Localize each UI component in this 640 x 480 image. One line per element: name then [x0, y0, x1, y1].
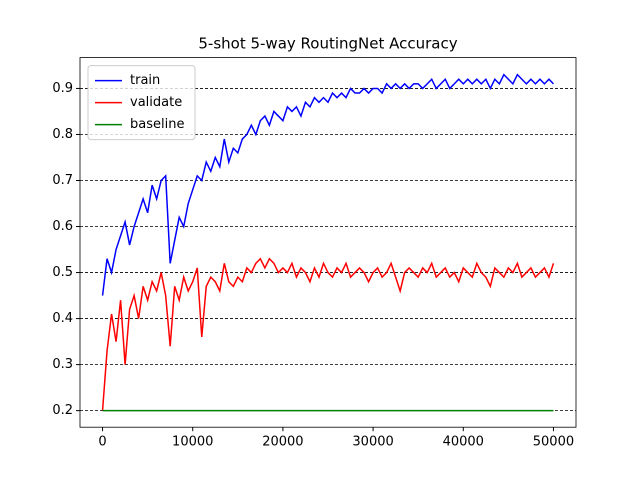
- y-tick-label: 0.9: [52, 81, 73, 96]
- chart-title: 5-shot 5-way RoutingNet Accuracy: [198, 35, 457, 53]
- series-line: [101, 257, 555, 411]
- y-tick-label: 0.8: [52, 127, 73, 142]
- y-tick-label: 0.5: [52, 265, 73, 280]
- legend-label: train: [130, 73, 160, 88]
- x-tick-label: 20000: [262, 435, 303, 450]
- y-tick-label: 0.7: [52, 173, 73, 188]
- plot-frame: [79, 57, 577, 428]
- x-tick-label: 50000: [533, 435, 574, 450]
- legend-label: validate: [130, 95, 182, 110]
- series-line: [101, 73, 554, 296]
- x-tick-label: 30000: [352, 435, 393, 450]
- y-tick-label: 0.4: [52, 311, 73, 326]
- legend-box: [87, 65, 196, 141]
- x-tick-label: 40000: [443, 435, 484, 450]
- y-tick-label: 0.6: [52, 219, 73, 234]
- y-tick-label: 0.2: [52, 403, 73, 418]
- legend-label: baseline: [130, 117, 184, 132]
- x-tick-label: 0: [98, 435, 106, 450]
- y-tick-label: 0.3: [52, 357, 73, 372]
- x-tick-label: 10000: [172, 435, 213, 450]
